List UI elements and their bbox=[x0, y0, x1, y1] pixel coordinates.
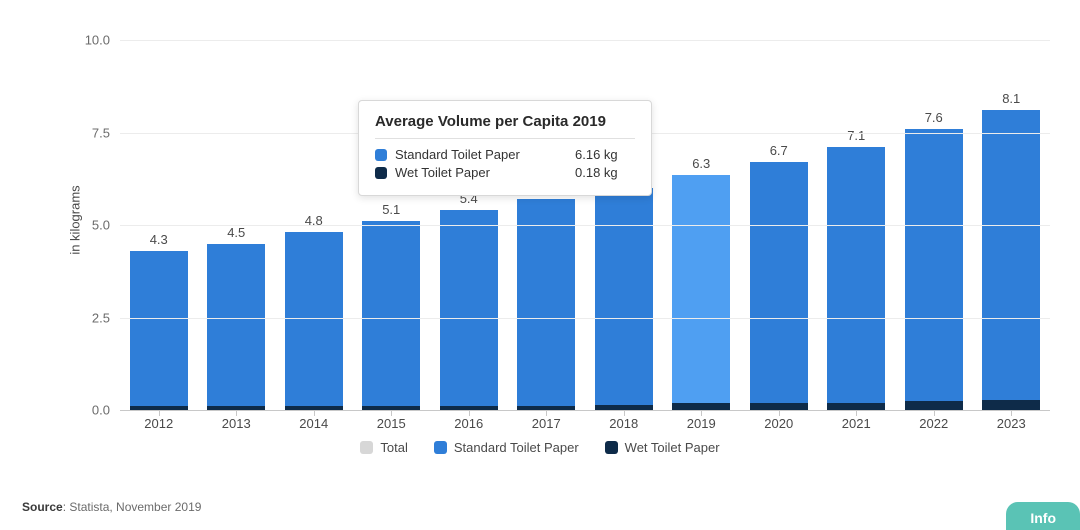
legend-swatch bbox=[434, 441, 447, 454]
grid-line bbox=[120, 225, 1050, 226]
legend-item[interactable]: Standard Toilet Paper bbox=[434, 440, 579, 455]
y-tick-label: 0.0 bbox=[60, 403, 110, 418]
tooltip-swatch bbox=[375, 167, 387, 179]
tooltip-series-value: 6.16 kg bbox=[575, 147, 635, 162]
bar-stack bbox=[440, 210, 498, 410]
legend-label: Wet Toilet Paper bbox=[625, 440, 720, 455]
x-tick-label: 2014 bbox=[275, 416, 353, 431]
bar-total-label: 6.7 bbox=[770, 143, 788, 158]
source-text: : Statista, November 2019 bbox=[63, 500, 202, 514]
x-tick-label: 2016 bbox=[430, 416, 508, 431]
legend-label: Total bbox=[380, 440, 407, 455]
bar-total-label: 4.3 bbox=[150, 232, 168, 247]
tooltip: Average Volume per Capita 2019 Standard … bbox=[358, 100, 652, 196]
info-button[interactable]: Info bbox=[1006, 502, 1080, 530]
bar-seg-standard bbox=[672, 175, 730, 403]
bar-seg-standard bbox=[982, 110, 1040, 399]
bar-seg-standard bbox=[905, 129, 963, 401]
x-tick-label: 2012 bbox=[120, 416, 198, 431]
x-axis-labels: 2012201320142015201620172018201920202021… bbox=[120, 416, 1050, 431]
legend-swatch bbox=[605, 441, 618, 454]
y-tick-label: 5.0 bbox=[60, 218, 110, 233]
bar-seg-standard bbox=[595, 188, 653, 405]
bar-seg-wet bbox=[672, 403, 730, 410]
bar-seg-standard bbox=[130, 251, 188, 406]
bar-stack bbox=[750, 162, 808, 410]
legend-swatch bbox=[360, 441, 373, 454]
x-tick-label: 2023 bbox=[973, 416, 1051, 431]
bar-seg-standard bbox=[207, 244, 265, 407]
tooltip-series-value: 0.18 kg bbox=[575, 165, 635, 180]
bar-total-label: 4.5 bbox=[227, 225, 245, 240]
x-tick-label: 2019 bbox=[663, 416, 741, 431]
bar-seg-wet bbox=[827, 403, 885, 410]
y-tick-label: 2.5 bbox=[60, 310, 110, 325]
bar-seg-standard bbox=[285, 232, 343, 406]
tooltip-series-label: Standard Toilet Paper bbox=[395, 147, 567, 162]
grid-line bbox=[120, 40, 1050, 41]
x-tick-label: 2017 bbox=[508, 416, 586, 431]
bar-total-label: 6.3 bbox=[692, 156, 710, 171]
bar-stack bbox=[285, 232, 343, 410]
tooltip-row: Standard Toilet Paper 6.16 kg bbox=[375, 147, 635, 162]
y-tick-label: 10.0 bbox=[60, 33, 110, 48]
bar-seg-wet bbox=[982, 400, 1040, 410]
source-prefix: Source bbox=[22, 500, 63, 514]
bar-seg-standard bbox=[517, 199, 575, 405]
bar-total-label: 8.1 bbox=[1002, 91, 1020, 106]
bar-seg-standard bbox=[827, 147, 885, 402]
bar-stack bbox=[595, 188, 653, 410]
bar-total-label: 7.1 bbox=[847, 128, 865, 143]
bar-seg-standard bbox=[750, 162, 808, 403]
bar-seg-standard bbox=[362, 221, 420, 406]
bar-stack bbox=[827, 147, 885, 410]
bar-total-label: 4.8 bbox=[305, 213, 323, 228]
bar-stack bbox=[672, 175, 730, 410]
x-tick-label: 2020 bbox=[740, 416, 818, 431]
bar-total-label: 5.1 bbox=[382, 202, 400, 217]
bar-stack bbox=[207, 244, 265, 410]
plot-area[interactable]: 4.34.54.85.15.45.76.06.36.77.17.68.1 bbox=[120, 40, 1050, 411]
tooltip-series-label: Wet Toilet Paper bbox=[395, 165, 567, 180]
bar-seg-wet bbox=[750, 403, 808, 410]
bar-stack bbox=[982, 110, 1040, 410]
x-tick-label: 2021 bbox=[818, 416, 896, 431]
bar-seg-standard bbox=[440, 210, 498, 405]
tooltip-title: Average Volume per Capita 2019 bbox=[375, 113, 635, 130]
tooltip-row: Wet Toilet Paper 0.18 kg bbox=[375, 165, 635, 180]
legend-item[interactable]: Total bbox=[360, 440, 407, 455]
y-axis: 0.02.55.07.510.0 bbox=[60, 40, 110, 410]
bar-stack bbox=[362, 221, 420, 410]
tooltip-swatch bbox=[375, 149, 387, 161]
legend-item[interactable]: Wet Toilet Paper bbox=[605, 440, 720, 455]
legend: Total Standard Toilet Paper Wet Toilet Pap… bbox=[0, 440, 1080, 455]
x-tick-label: 2018 bbox=[585, 416, 663, 431]
x-tick-label: 2015 bbox=[353, 416, 431, 431]
bar-total-label: 7.6 bbox=[925, 110, 943, 125]
source-line: Source: Statista, November 2019 bbox=[22, 500, 201, 514]
bar-stack bbox=[517, 199, 575, 410]
x-tick-label: 2022 bbox=[895, 416, 973, 431]
legend-label: Standard Toilet Paper bbox=[454, 440, 579, 455]
bar-stack bbox=[905, 129, 963, 410]
grid-line bbox=[120, 318, 1050, 319]
bar-seg-wet bbox=[905, 401, 963, 410]
x-tick-label: 2013 bbox=[198, 416, 276, 431]
chart-region: in kilograms 0.02.55.07.510.0 4.34.54.85… bbox=[60, 10, 1060, 430]
y-tick-label: 7.5 bbox=[60, 125, 110, 140]
bar-stack bbox=[130, 251, 188, 410]
